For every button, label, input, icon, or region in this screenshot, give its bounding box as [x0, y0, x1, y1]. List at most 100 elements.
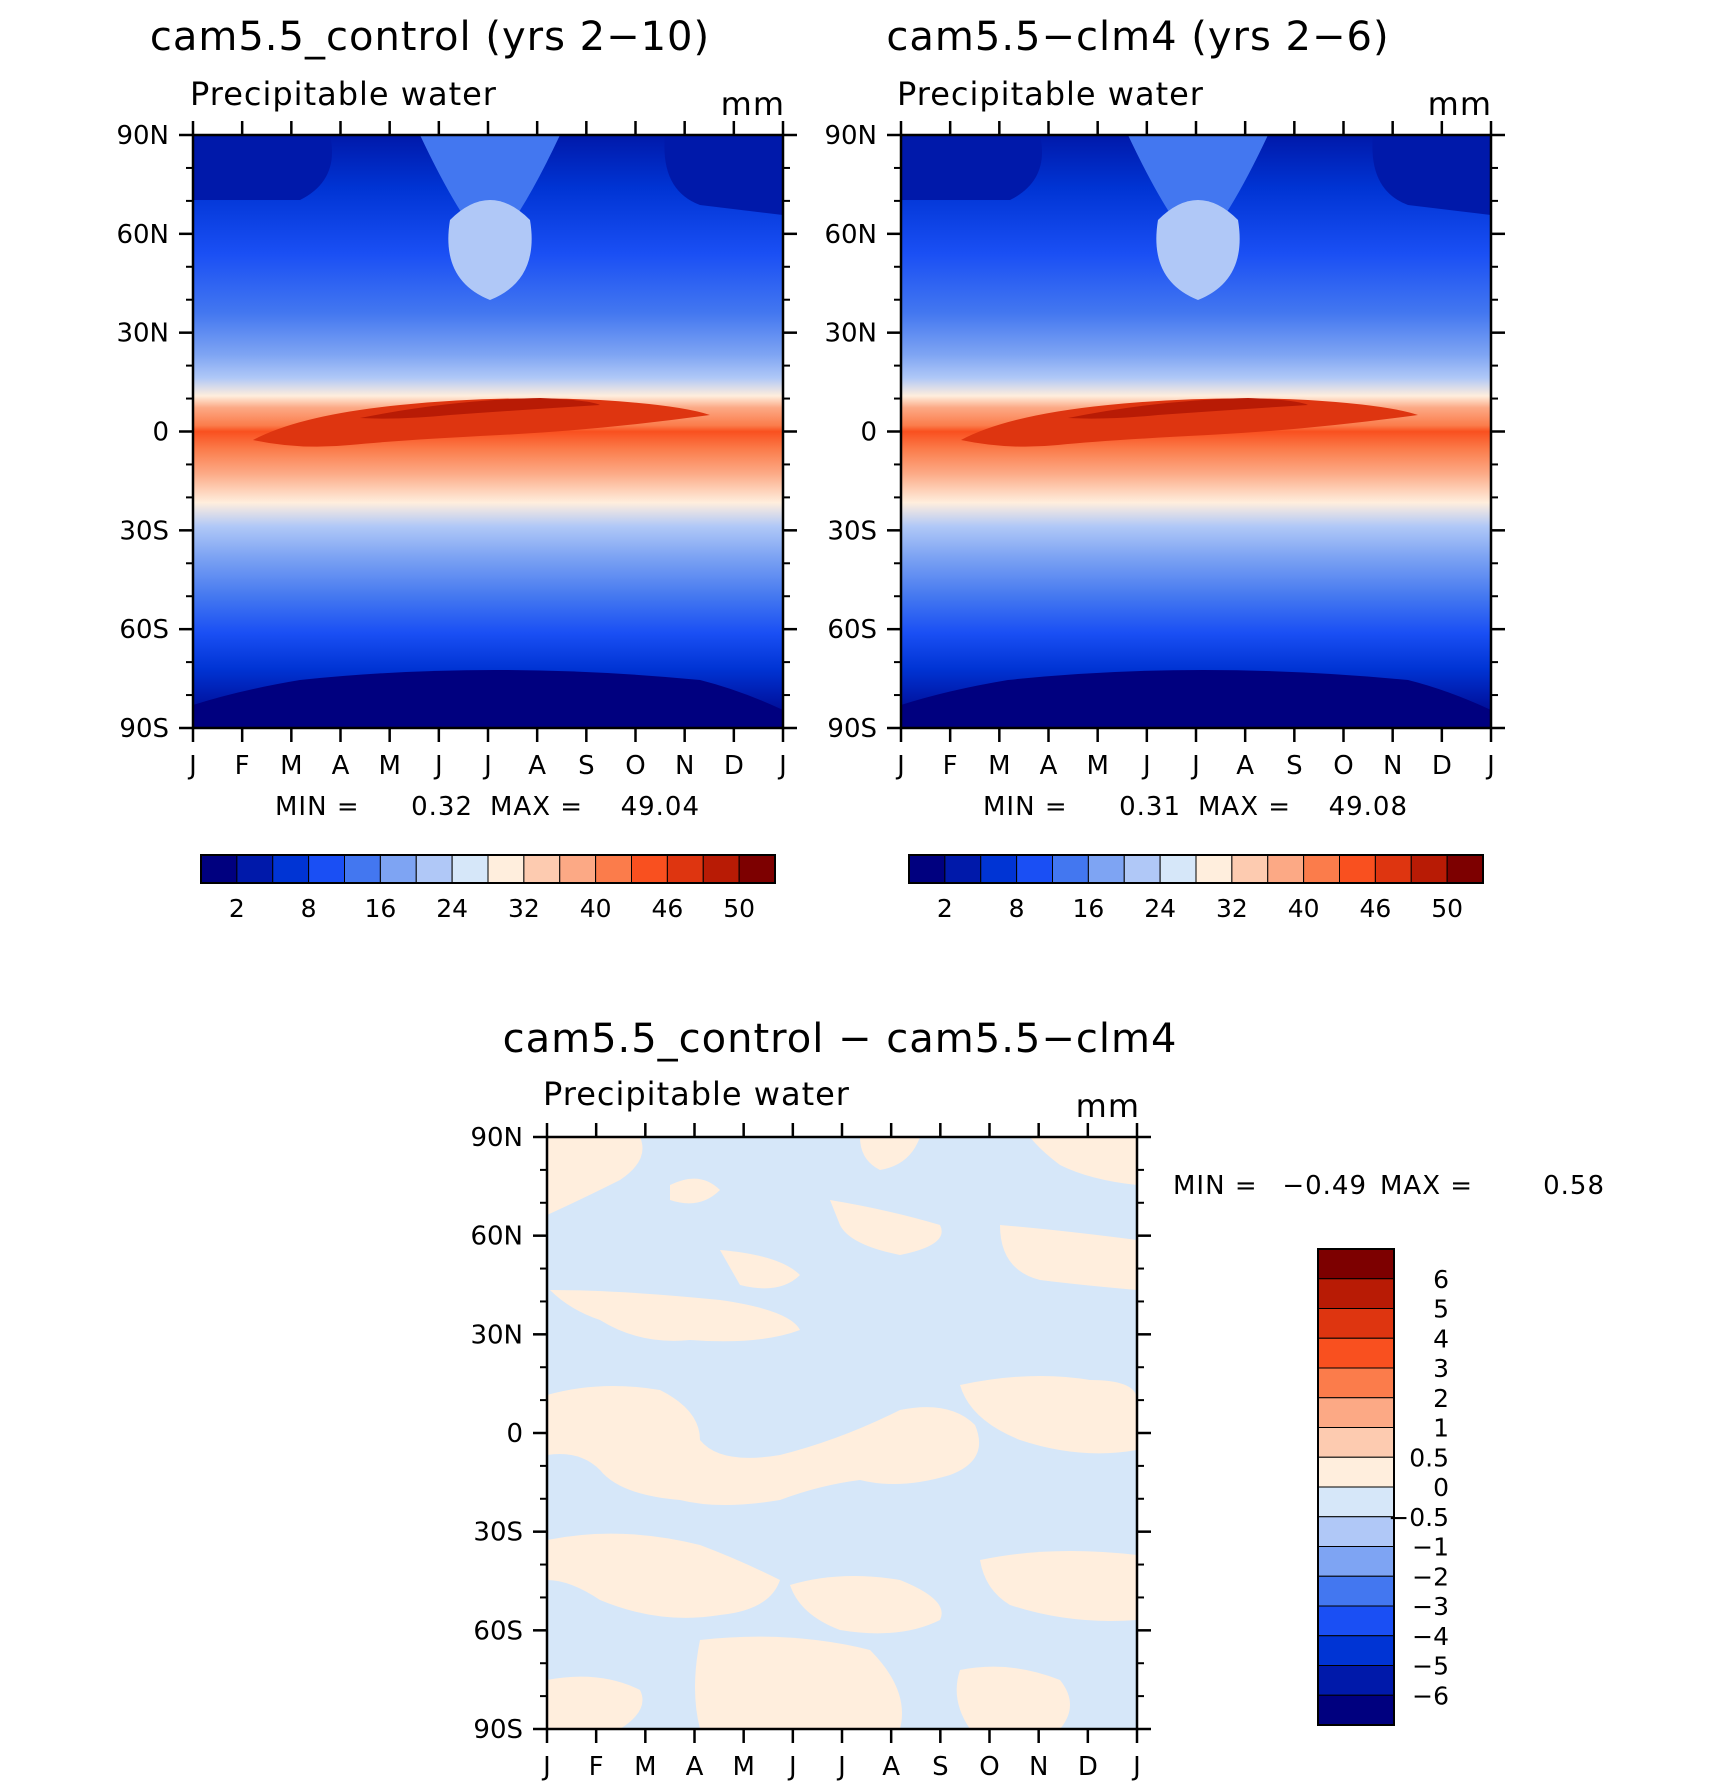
field-label: Precipitable water [897, 75, 1204, 113]
colorbar-swatch [1317, 1278, 1395, 1309]
min-value: −0.49 [1282, 1171, 1367, 1201]
colorbar-swatch [1267, 854, 1305, 884]
x-tick-label: S [578, 751, 595, 781]
y-tick-label: 30N [824, 319, 877, 349]
colorbar-swatch [1317, 1456, 1395, 1488]
max-label: MAX = [1380, 1171, 1473, 1201]
y-tick-label: 90N [470, 1123, 523, 1153]
y-axis: 90N 60N 30N 0 30S 60S 90S [824, 121, 1505, 744]
contour-antarctic [193, 670, 783, 728]
colorbar-label: 16 [1072, 894, 1104, 923]
colorbar-label: 5 [1433, 1295, 1449, 1324]
contour-itcz-max [253, 398, 710, 447]
x-tick-label: J [433, 751, 443, 781]
colorbar-swatch [1374, 854, 1412, 884]
colorbar-label: −5 [1412, 1652, 1449, 1681]
colorbar-swatch [702, 854, 740, 884]
x-tick-label: S [1286, 751, 1303, 781]
colorbar-label: 0.5 [1409, 1443, 1449, 1472]
contour-high-latitude [193, 135, 332, 200]
colorbar-swatch [944, 854, 982, 884]
x-tick-label: F [589, 1752, 604, 1782]
max-label: MAX = [490, 792, 583, 822]
colorbar-swatch [344, 854, 381, 884]
colorbar-label: 4 [1433, 1324, 1449, 1353]
y-tick-label: 60N [470, 1222, 523, 1252]
x-tick-label: J [1141, 751, 1151, 781]
max-label: MAX = [1198, 792, 1291, 822]
y-tick-label: 90S [119, 714, 169, 744]
x-tick-label: J [836, 1752, 846, 1782]
x-tick-label: N [1383, 751, 1402, 781]
x-tick-label: D [1432, 751, 1452, 781]
colorbar: 2 8 16 24 32 40 46 50 [200, 854, 776, 923]
colorbar-label: 50 [723, 894, 755, 923]
colorbar-swatch [272, 854, 310, 884]
colorbar-swatch [1317, 1635, 1395, 1666]
colorbar-label: 40 [1288, 894, 1320, 923]
field-label: Precipitable water [190, 75, 497, 113]
y-tick-label: 90S [827, 714, 877, 744]
x-tick-label: N [675, 751, 694, 781]
colorbar-swatch [559, 854, 597, 884]
x-tick-label: A [882, 1752, 900, 1782]
y-tick-label: 60S [473, 1616, 523, 1646]
max-value: 0.58 [1543, 1171, 1605, 1201]
x-tick-label: M [280, 751, 302, 781]
colorbar-swatch [1446, 854, 1484, 884]
x-tick-label: J [895, 751, 905, 781]
colorbar-swatch [1339, 854, 1376, 884]
x-tick-label: D [724, 751, 744, 781]
y-axis: 90N 60N 30N 0 30S 60S 90S [116, 121, 797, 744]
colorbar: 2 8 16 24 32 40 46 50 [908, 854, 1484, 923]
y-tick-label: 0 [506, 1419, 523, 1449]
x-tick-label: S [932, 1752, 949, 1782]
x-tick-label: J [541, 1752, 551, 1782]
units-label: mm [1076, 1087, 1140, 1125]
colorbar-swatch [980, 854, 1018, 884]
colorbar-label: 16 [364, 894, 396, 923]
stats-line: MIN = 0.32 MAX = 49.04 [275, 792, 699, 822]
colorbar-label: −2 [1412, 1562, 1449, 1591]
x-tick-label: M [634, 1752, 656, 1782]
x-tick-label: M [378, 751, 400, 781]
colorbar-label: 6 [1433, 1265, 1449, 1294]
colorbar-frame [1317, 1248, 1395, 1726]
min-value: 0.31 [1119, 792, 1181, 822]
colorbar-swatch [1303, 854, 1340, 884]
colorbar-label: −3 [1412, 1592, 1449, 1621]
colorbar-label: 50 [1431, 894, 1463, 923]
colorbar-swatch [1317, 1694, 1395, 1726]
x-tick-label: A [1040, 751, 1058, 781]
colorbar-swatch [1317, 1516, 1395, 1547]
colorbar-label: 24 [436, 894, 468, 923]
panel-difference: cam5.5_control − cam5.5−clm4 Precipitabl… [470, 1016, 1605, 1782]
colorbar-swatch [1317, 1605, 1395, 1637]
colorbar-swatch [1317, 1575, 1395, 1607]
colorbar-label: 1 [1433, 1414, 1449, 1443]
colorbar-label: 8 [301, 894, 317, 923]
y-tick-label: 60N [116, 220, 169, 250]
y-tick-label: 30N [116, 319, 169, 349]
panel-title: cam5.5_control − cam5.5−clm4 [503, 1016, 1178, 1062]
colorbar-swatch [1317, 1337, 1395, 1369]
min-label: MIN = [1173, 1171, 1258, 1201]
colorbar-swatch [308, 854, 345, 884]
contour-summer-tongue [420, 135, 560, 250]
colorbar-label: 2 [1433, 1384, 1449, 1413]
positive-anomaly-regions [547, 1137, 1137, 1729]
colorbar-swatch [908, 854, 946, 884]
colorbar-label: −6 [1412, 1681, 1449, 1710]
colorbar-swatch [1195, 854, 1233, 884]
y-tick-label: 60S [827, 615, 877, 645]
colorbar-label: −4 [1412, 1622, 1449, 1651]
contour-high-latitude [1372, 135, 1491, 215]
x-tick-label: J [1131, 1752, 1141, 1782]
colorbar-label: 8 [1009, 894, 1025, 923]
x-tick-label: J [787, 1752, 797, 1782]
colorbar-swatch [1087, 854, 1125, 884]
panel-control: cam5.5_control (yrs 2−10) Precipitable w… [116, 14, 797, 923]
